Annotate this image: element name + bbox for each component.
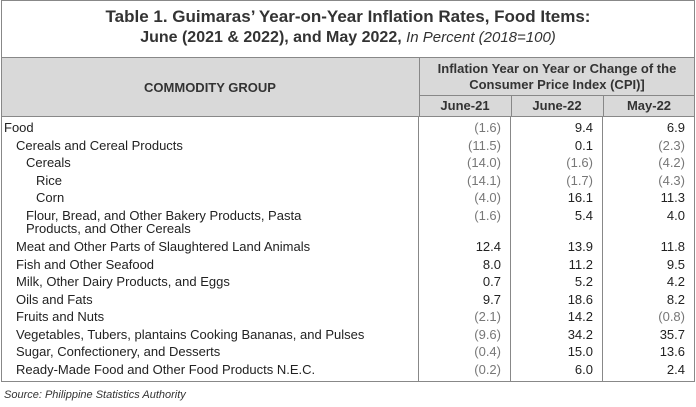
value-cell: (1.6)	[474, 120, 501, 135]
commodity-label: Vegetables, Tubers, plantains Cooking Ba…	[16, 326, 365, 342]
commodity-label: Sugar, Confectionery, and Desserts	[16, 344, 221, 359]
value-cell: 5.4	[574, 207, 593, 223]
commodity-label-continued: Products, and Other Cereals	[26, 221, 191, 236]
value-cell: 11.2	[568, 256, 593, 272]
column-divider	[510, 117, 511, 381]
value-cell: 12.4	[475, 239, 501, 254]
commodity-label: Fruits and Nuts	[16, 309, 105, 324]
table-row: Milk, Other Dairy Products, and Eggs 0.7 5…	[2, 273, 694, 291]
source-note: Source: Philippine Statistics Authority	[4, 389, 186, 401]
header-col-may-22: May-22	[603, 96, 694, 116]
table-title: Table 1. Guimaras’ Year-on-Year Inflatio…	[2, 1, 694, 57]
table-row: Ready-Made Food and Other Food Products …	[2, 361, 694, 379]
title-line-1: Table 1. Guimaras’ Year-on-Year Inflatio…	[105, 7, 591, 26]
title-unit: In Percent (2018=100)	[406, 29, 556, 46]
commodity-label: Corn	[36, 190, 65, 205]
value-cell: 11.3	[660, 190, 685, 205]
value-cell: (2.1)	[474, 309, 501, 324]
table-row: Fish and Other Seafood 8.0 11.2 9.5	[2, 256, 694, 274]
title-period: June (2021 & 2022), and May 2022,	[140, 29, 402, 46]
table-row: Vegetables, Tubers, plantains Cooking Ba…	[2, 326, 694, 344]
commodity-label: Ready-Made Food and Other Food Products …	[16, 361, 316, 377]
table-row: Meat and Other Parts of Slaughtered Land…	[2, 238, 694, 256]
value-cell: (0.8)	[658, 309, 685, 324]
value-cell: 14.2	[567, 309, 593, 324]
table-row: Flour, Bread, and Other Bakery Products,…	[2, 207, 694, 225]
table-row: Corn (4.0) 16.1 11.3	[2, 189, 694, 207]
value-cell: 15.0	[567, 344, 593, 359]
value-cell: (14.1)	[467, 172, 501, 188]
value-cell: (9.6)	[474, 326, 501, 342]
value-cell: (0.2)	[474, 361, 501, 377]
title-line-2: June (2021 & 2022), and May 2022, In Per…	[2, 29, 694, 47]
table-row-continuation: Products, and Other Cereals	[2, 220, 694, 238]
value-cell: 0.1	[574, 137, 593, 153]
table-row: Cereals and Cereal Products (11.5) 0.1 (2.3…	[2, 137, 694, 155]
table-row: Food (1.6) 9.4 6.9	[2, 119, 694, 137]
header-inflation: Inflation Year on Year or Change of the …	[419, 58, 694, 96]
value-cell: 9.4	[574, 120, 593, 135]
value-cell: 6.0	[574, 361, 593, 377]
commodity-label: Cereals and Cereal Products	[16, 137, 183, 153]
commodity-label: Rice	[36, 172, 63, 188]
table-row: Rice (14.1) (1.7) (4.3)	[2, 172, 694, 190]
commodity-label: Meat and Other Parts of Slaughtered Land…	[16, 239, 311, 254]
value-cell: (1.7)	[566, 172, 593, 188]
value-cell: 35.7	[659, 326, 685, 342]
value-cell: 16.1	[567, 190, 593, 205]
value-cell: 2.4	[666, 361, 685, 377]
value-cell: (0.4)	[474, 344, 501, 359]
value-cell: (4.0)	[474, 190, 501, 205]
header-commodity-group: COMMODITY GROUP	[144, 79, 276, 95]
value-cell: (4.3)	[658, 172, 685, 188]
value-cell: 13.6	[659, 344, 685, 359]
value-cell: 5.2	[574, 274, 593, 289]
value-cell: 9.7	[482, 291, 501, 307]
header-col-june-22: June-22	[511, 96, 602, 116]
table-body: Food (1.6) 9.4 6.9 Cereals and Cereal Produc…	[2, 117, 694, 381]
commodity-label: Oils and Fats	[16, 291, 93, 307]
value-cell: (1.6)	[566, 155, 593, 170]
value-cell: 9.5	[666, 256, 685, 272]
commodity-label: Fish and Other Seafood	[16, 256, 155, 272]
commodity-label: Cereals	[26, 155, 71, 170]
column-divider	[418, 117, 419, 381]
value-cell: 6.9	[666, 120, 685, 135]
value-cell: (4.2)	[658, 155, 685, 170]
table-row: Sugar, Confectionery, and Desserts (0.4) 1…	[2, 343, 694, 361]
table-row: Oils and Fats 9.7 18.6 8.2	[2, 291, 694, 309]
value-cell: (11.5)	[468, 137, 501, 153]
commodity-label: Flour, Bread, and Other Bakery Products,…	[26, 207, 302, 223]
value-cell: 18.6	[567, 291, 593, 307]
value-cell: 11.8	[660, 239, 685, 254]
value-cell: (14.0)	[467, 155, 501, 170]
value-cell: (2.3)	[658, 137, 685, 153]
commodity-label: Milk, Other Dairy Products, and Eggs	[16, 274, 230, 289]
value-cell: 4.0	[666, 207, 685, 223]
table-header: COMMODITY GROUP Inflation Year on Year o…	[2, 57, 694, 117]
value-cell: 34.2	[567, 326, 593, 342]
value-cell: 13.9	[567, 239, 593, 254]
commodity-label: Food	[4, 120, 34, 135]
header-col-june-21: June-21	[419, 96, 510, 116]
header-inflation-line-2: Consumer Price Index (CPI)]	[469, 77, 645, 92]
value-cell: (1.6)	[474, 207, 501, 223]
header-inflation-line-1: Inflation Year on Year or Change of the	[437, 61, 677, 76]
value-cell: 8.0	[482, 256, 501, 272]
value-cell: 0.7	[482, 274, 501, 289]
value-cell: 4.2	[666, 274, 685, 289]
table-row: Cereals (14.0) (1.6) (4.2)	[2, 154, 694, 172]
value-cell: 8.2	[666, 291, 685, 307]
table-row: Fruits and Nuts (2.1) 14.2 (0.8)	[2, 308, 694, 326]
column-divider	[602, 117, 603, 381]
table-frame: Table 1. Guimaras’ Year-on-Year Inflatio…	[1, 0, 695, 382]
